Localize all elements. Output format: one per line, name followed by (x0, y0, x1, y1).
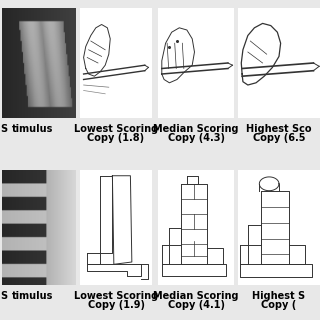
Text: Highest S: Highest S (252, 291, 306, 301)
Bar (238, 170, 320, 285)
Bar (80, 170, 152, 285)
Text: S: S (0, 291, 7, 301)
Text: Copy (1.8): Copy (1.8) (87, 133, 145, 143)
Text: Median Scoring: Median Scoring (153, 124, 239, 134)
Bar (80, 8, 152, 118)
Text: Copy (1.9): Copy (1.9) (87, 300, 145, 310)
Bar (158, 8, 234, 118)
Text: timulus: timulus (12, 291, 53, 301)
Text: Copy (4.1): Copy (4.1) (167, 300, 225, 310)
Text: Lowest Scoring: Lowest Scoring (74, 124, 158, 134)
Text: S: S (0, 124, 7, 134)
Text: Highest Sco: Highest Sco (246, 124, 312, 134)
Text: Copy (6.5: Copy (6.5 (253, 133, 305, 143)
Text: Copy (4.3): Copy (4.3) (167, 133, 225, 143)
Bar (238, 8, 320, 118)
Text: Copy (: Copy ( (261, 300, 297, 310)
Text: Lowest Scoring: Lowest Scoring (74, 291, 158, 301)
Text: timulus: timulus (12, 124, 53, 134)
Text: Median Scoring: Median Scoring (153, 291, 239, 301)
Bar (158, 170, 234, 285)
